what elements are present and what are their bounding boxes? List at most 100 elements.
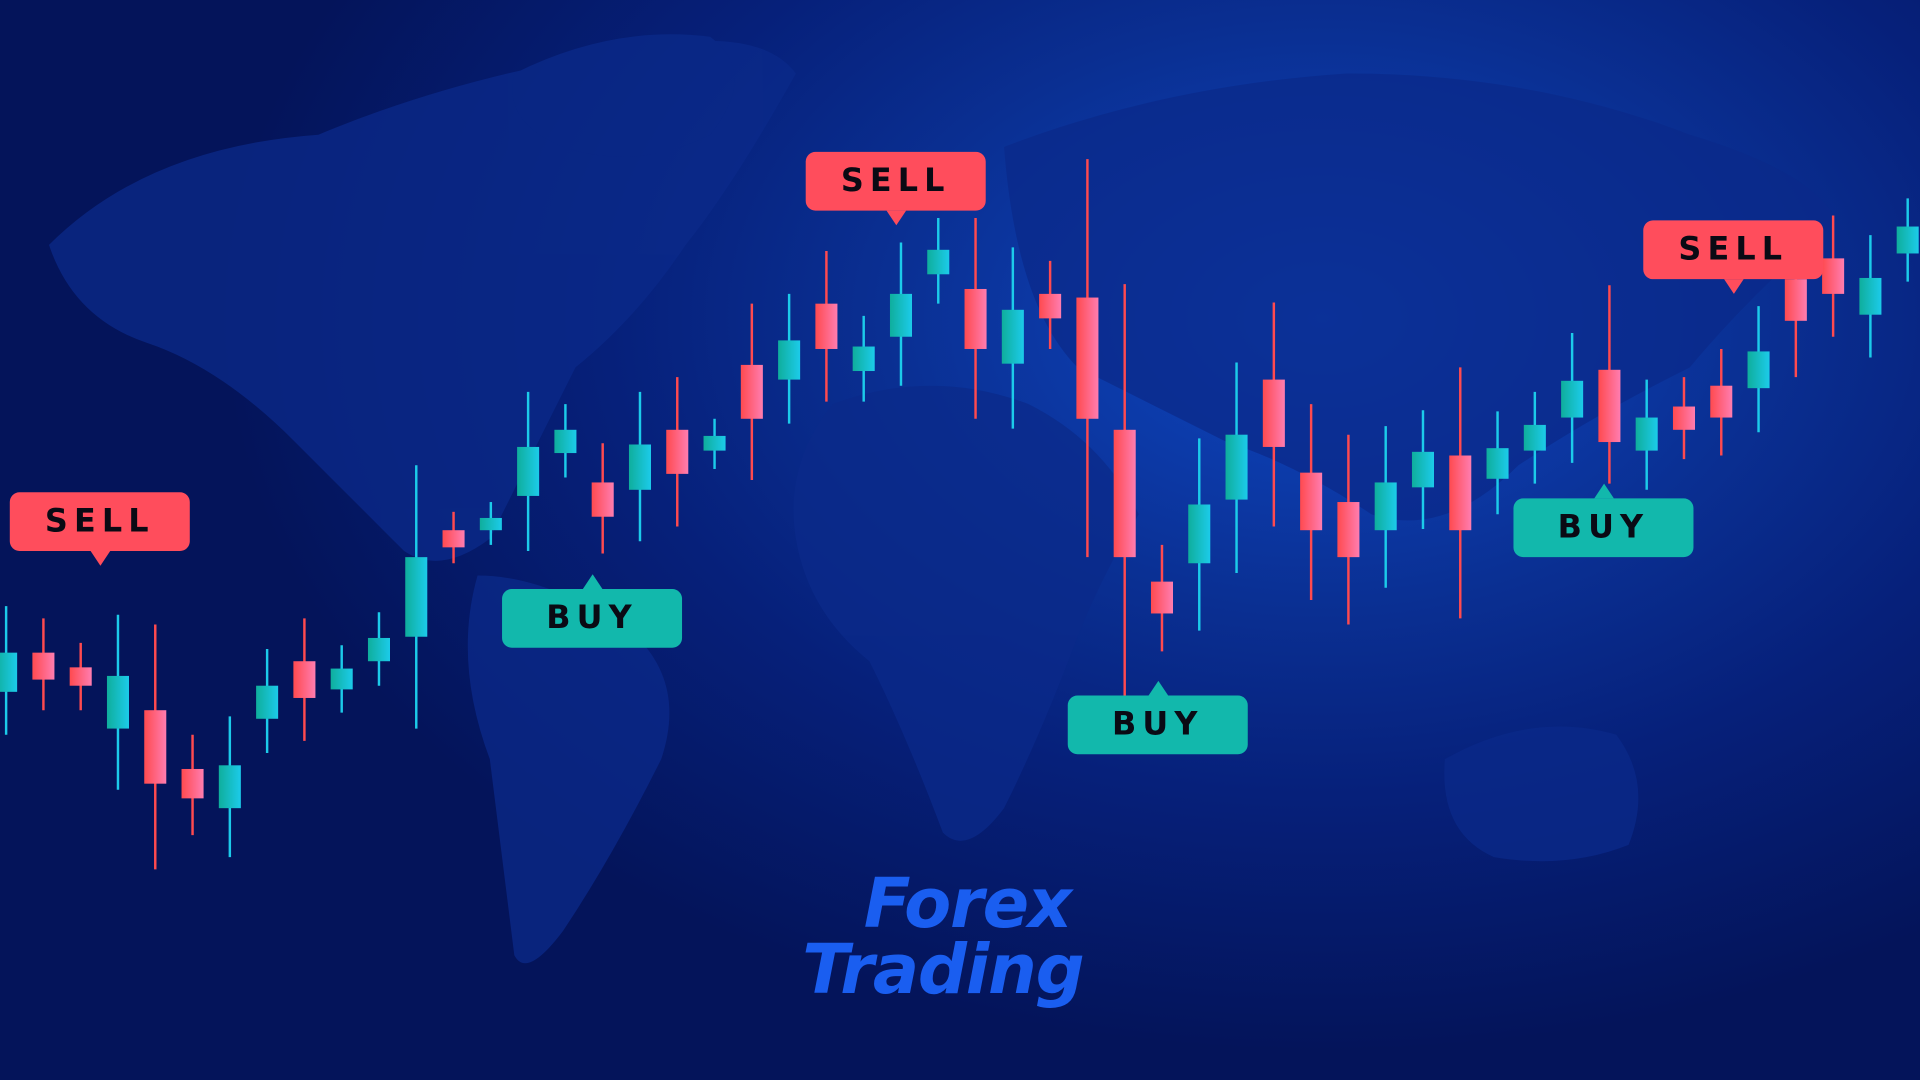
sell-signal-1: SELL <box>9 492 190 566</box>
candle <box>740 303 763 481</box>
candle-body <box>256 685 279 719</box>
candle <box>1635 379 1658 490</box>
candle <box>144 624 167 870</box>
candle <box>1262 302 1285 527</box>
candle-body <box>703 435 726 451</box>
candle <box>1374 426 1397 588</box>
candle-body <box>1784 279 1807 321</box>
candle-body <box>1001 309 1024 364</box>
candle-body <box>106 675 130 729</box>
pointer-up-icon <box>582 574 602 589</box>
candle <box>1449 367 1472 619</box>
candle-body <box>1113 429 1136 558</box>
candle <box>666 377 689 527</box>
greenland-shape <box>512 34 735 157</box>
candle-body <box>1598 369 1621 443</box>
candle <box>106 614 130 790</box>
candle-body <box>778 340 801 380</box>
candle <box>1076 159 1099 558</box>
buy-signal-2: BUY <box>1067 680 1248 755</box>
candle <box>0 606 18 735</box>
candle-body <box>1039 293 1062 319</box>
candle <box>1225 362 1248 574</box>
candle-body <box>889 293 913 337</box>
candle <box>69 642 92 711</box>
sell-label: SELL <box>840 162 951 200</box>
candle <box>1822 215 1845 337</box>
candle <box>1747 306 1770 433</box>
sell-label: SELL <box>44 503 155 541</box>
candle <box>703 418 726 469</box>
candle-body <box>1337 502 1360 558</box>
candle-body <box>554 429 577 454</box>
candle-body <box>1561 380 1584 418</box>
candle-body <box>442 530 465 548</box>
candle <box>1337 434 1360 625</box>
candle <box>964 217 987 419</box>
north-america-shape <box>48 40 796 561</box>
candle <box>591 443 614 554</box>
europe-africa-shape <box>793 385 1139 841</box>
candle-body <box>1262 379 1285 447</box>
candle-body <box>32 652 55 680</box>
candle-body <box>1747 351 1770 389</box>
australia-shape <box>1444 726 1639 862</box>
candle <box>218 716 241 858</box>
title-line-2: Trading <box>802 930 1084 1011</box>
candle <box>1039 260 1062 349</box>
candle <box>181 734 204 836</box>
sell-signal-3: SELL <box>1643 220 1824 294</box>
candle <box>1113 284 1136 696</box>
candle-body <box>1486 448 1509 479</box>
candle <box>815 251 838 402</box>
candle <box>479 502 502 545</box>
candle <box>367 612 391 686</box>
candle-body <box>1449 455 1472 531</box>
candle <box>293 618 316 741</box>
candle <box>927 217 950 304</box>
candle-body <box>405 557 428 637</box>
title-line-1: Forex <box>863 864 1072 945</box>
candle-body <box>964 288 987 349</box>
candle-body <box>1635 417 1658 451</box>
candle <box>889 242 913 386</box>
candle-body <box>0 652 18 692</box>
candle-body <box>1672 406 1696 430</box>
south-america-shape <box>467 575 670 964</box>
candle-body <box>330 668 353 690</box>
candle-body <box>1150 581 1174 614</box>
candle <box>256 648 279 754</box>
buy-signal-3: BUY <box>1513 483 1694 558</box>
candle <box>778 293 801 424</box>
candle-body <box>1411 451 1435 488</box>
candle <box>1486 411 1509 515</box>
candle-body <box>815 303 838 349</box>
candle <box>1859 235 1882 358</box>
candle <box>852 315 875 402</box>
candle <box>1188 438 1211 631</box>
candle <box>1598 285 1621 484</box>
candle-body <box>367 637 391 662</box>
candle <box>1523 391 1546 484</box>
sell-signal-2: SELL <box>805 151 986 226</box>
candle-body <box>293 661 316 698</box>
candle <box>1672 377 1696 460</box>
candle-body <box>144 710 167 784</box>
candle <box>1411 410 1435 529</box>
candle-body <box>517 446 540 496</box>
candle-body <box>852 346 875 372</box>
buy-label: BUY <box>1111 706 1204 744</box>
pointer-up-icon <box>1593 483 1614 499</box>
candle-body <box>69 667 92 686</box>
candle-body <box>1896 226 1919 254</box>
candle <box>1561 333 1584 463</box>
pointer-up-icon <box>1147 680 1168 696</box>
candle-body <box>591 482 614 517</box>
candle-body <box>1188 504 1211 564</box>
candle-body <box>1300 472 1323 531</box>
buy-label: BUY <box>546 600 638 637</box>
candle-body <box>181 768 204 799</box>
candle-body <box>740 364 763 419</box>
